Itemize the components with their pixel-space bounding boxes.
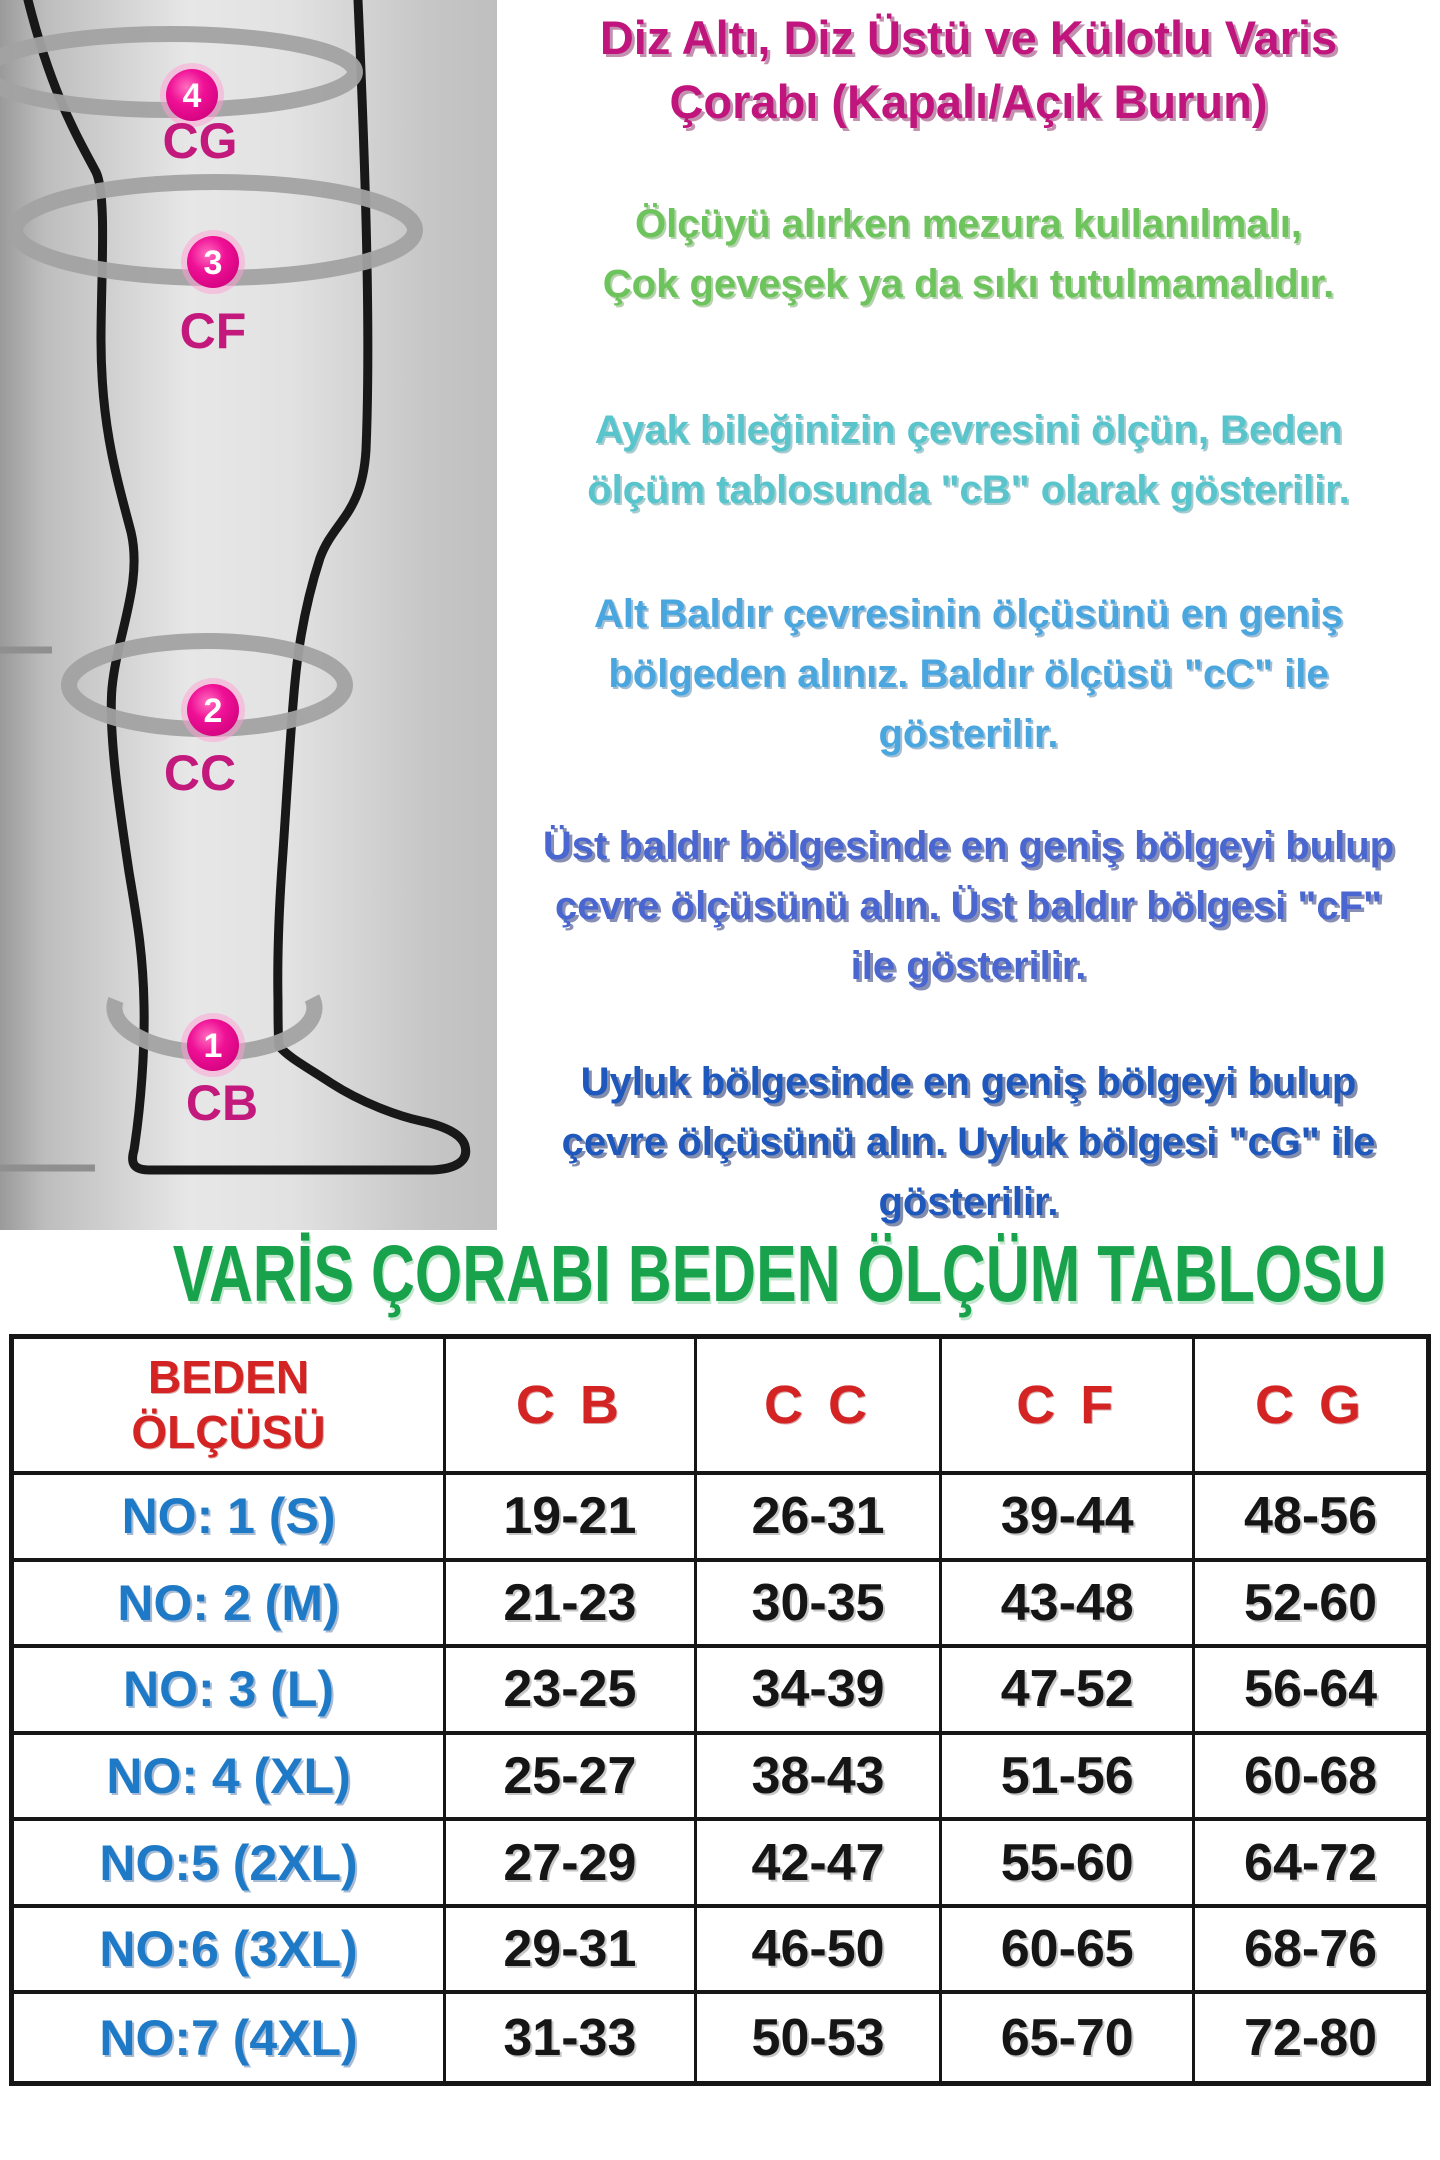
instruction-upper-calf-cf: Üst baldır bölgesinde en geniş bölgeyi b… [497,816,1440,996]
instruction-line: gösterilir. [878,1180,1059,1224]
instructions-column: Diz Altı, Diz Üstü ve Külotlu Varis Çora… [497,0,1440,1230]
product-title: Diz Altı, Diz Üstü ve Külotlu Varis Çora… [497,6,1440,134]
size-cell: 42-47 [696,1821,943,1908]
col-header-cf: C F [942,1339,1196,1475]
marker-label: CC [164,745,236,801]
size-cell: 51-56 [942,1734,1196,1822]
instruction-measuring-tape: Ölçüyü alırken mezura kullanılmalı, Çok … [497,194,1440,314]
size-cell: 43-48 [942,1561,1196,1649]
size-row-label: NO:6 (3XL) [14,1907,447,1995]
instruction-line: Üst baldır bölgesinde en geniş bölgeyi b… [542,824,1395,868]
leg-measurement-diagram: 4 CG 3 CF 2 CC 1 CB [0,0,497,1230]
instruction-calf-cc: Alt Baldır çevresinin ölçüsünü en geniş … [497,584,1440,764]
col-header-size-line1: BEDEN [148,1351,310,1403]
size-cell: 60-68 [1195,1735,1426,1822]
size-cell: 55-60 [942,1821,1196,1908]
size-cell: 72-80 [1244,2008,1378,2067]
marker-cf: 3 CF [180,230,247,359]
instruction-line: Çok geveşek ya da sıkı tutulmamalıdır. [602,262,1335,306]
marker-label: CG [163,113,238,169]
instruction-line: Uyluk bölgesinde en geniş bölgeyi bulup [580,1060,1357,1104]
marker-number: 3 [204,244,223,282]
product-title-line2: Çorabı (Kapalı/Açık Burun) [669,75,1268,128]
size-cell: 47-52 [942,1648,1196,1735]
instruction-line: ile gösterilir. [850,944,1087,988]
size-row-label: NO: 4 (XL) [14,1734,447,1822]
instruction-line: bölgeden alınız. Baldır ölçüsü "cC" ile [608,652,1329,696]
instruction-line: ölçüm tablosunda "cB" olarak gösterilir. [587,468,1350,512]
instruction-line: gösterilir. [878,712,1059,756]
marker-label: CF [180,303,247,359]
size-cell: 60-65 [942,1907,1196,1995]
size-cell: 23-25 [446,1648,697,1735]
size-table: BEDEN ÖLÇÜSÜ C B C C C F C G NO: 1 (S) 1… [9,1334,1431,2086]
measurement-bands [0,26,423,1061]
size-cell: 25-27 [446,1734,697,1822]
size-row-label: NO: 2 (M) [14,1561,447,1649]
size-table-heading: VARİS ÇORABI BEDEN ÖLÇÜM TABLOSU [172,1229,1387,1318]
col-header-cc: C C [696,1339,943,1475]
col-header-size-line2: ÖLÇÜSÜ [131,1406,326,1458]
marker-label: CB [186,1075,258,1131]
leg-outline [23,0,471,1175]
size-cell: 52-60 [1195,1562,1426,1649]
size-cell: 50-53 [697,1994,943,2081]
ground-lines [0,646,95,1172]
size-cell: 68-76 [1195,1908,1426,1995]
instruction-ankle-cb: Ayak bileğinizin çevresini ölçün, Beden … [497,400,1440,520]
size-cell: 34-39 [696,1648,943,1735]
marker-cb: 1 CB [181,1013,258,1131]
instruction-line: Ölçüyü alırken mezura kullanılmalı, [635,202,1302,246]
instruction-thigh-cg: Uyluk bölgesinde en geniş bölgeyi bulup … [497,1052,1440,1232]
leg-illustration: 4 CG 3 CF 2 CC 1 CB [0,0,471,1175]
instruction-line: Alt Baldır çevresinin ölçüsünü en geniş [593,592,1344,636]
size-row-label: NO: 3 (L) [14,1648,447,1735]
marker-cg: 4 CG [160,63,238,169]
product-title-line1: Diz Altı, Diz Üstü ve Külotlu Varis [599,11,1338,64]
instruction-line: Ayak bileğinizin çevresini ölçün, Beden [594,408,1343,452]
size-cell: 29-31 [446,1907,697,1995]
size-cell: 19-21 [446,1475,697,1562]
instruction-line: çevre ölçüsünü alın. Uyluk bölgesi "cG" … [561,1120,1376,1164]
col-header-size: BEDEN ÖLÇÜSÜ [14,1339,447,1475]
marker-number: 1 [204,1027,223,1065]
instruction-line: çevre ölçüsünü alın. Üst baldır bölgesi … [554,884,1382,928]
size-cell: 38-43 [696,1734,943,1822]
size-cell: 39-44 [942,1475,1196,1562]
size-row-label: NO:5 (2XL) [14,1821,447,1908]
marker-number: 2 [204,692,223,730]
size-cell: 31-33 [446,1994,697,2081]
size-row-label: NO: 1 (S) [14,1475,447,1562]
size-cell: 27-29 [446,1821,697,1908]
size-cell: 48-56 [1195,1475,1426,1562]
size-cell: 56-64 [1195,1648,1426,1735]
size-cell: 65-70 [942,1994,1196,2081]
col-header-cg: C G [1195,1339,1426,1475]
size-cell: 26-31 [696,1475,943,1562]
size-row-label: NO:7 (4XL) [14,1994,447,2081]
size-cell: 30-35 [696,1561,943,1649]
col-header-cb: C B [446,1339,697,1475]
size-cell: 46-50 [696,1907,943,1995]
size-cell: 21-23 [446,1561,697,1649]
marker-cc: 2 CC [164,678,245,801]
size-cell: 64-72 [1195,1821,1426,1908]
marker-number: 4 [183,77,202,115]
